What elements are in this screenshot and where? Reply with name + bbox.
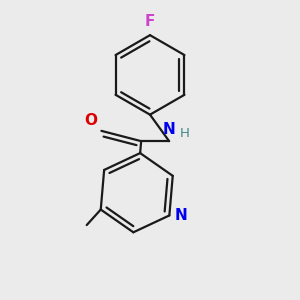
Text: N: N	[175, 208, 188, 223]
Text: H: H	[179, 127, 189, 140]
Text: O: O	[84, 113, 97, 128]
Text: F: F	[145, 14, 155, 29]
Text: N: N	[163, 122, 175, 137]
